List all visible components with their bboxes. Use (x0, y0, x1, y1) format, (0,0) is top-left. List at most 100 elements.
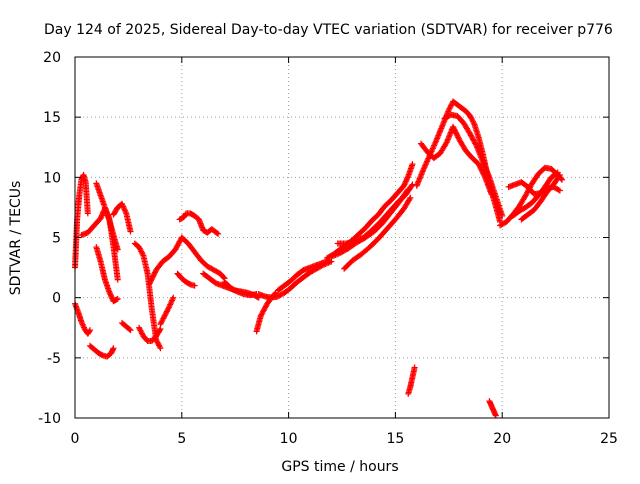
data-point (122, 207, 129, 214)
x-tick-label: 0 (71, 431, 80, 447)
x-tick-label: 15 (386, 431, 404, 447)
data-point (477, 165, 484, 172)
data-point (120, 204, 127, 211)
data-point (114, 295, 121, 302)
x-tick-label: 10 (280, 431, 298, 447)
data-point (476, 162, 483, 169)
data-point (404, 174, 411, 181)
data-point (110, 345, 117, 352)
y-tick-label: 20 (43, 50, 61, 66)
axis-ticks: 0 5 10 15 20 25 -10 -5 0 5 10 15 20 (38, 50, 618, 447)
data-point (476, 163, 483, 170)
data-point (150, 272, 157, 279)
data-point (127, 228, 134, 235)
data-point (214, 230, 221, 237)
x-tick-label: 5 (177, 431, 186, 447)
data-point (555, 186, 562, 193)
data-point (556, 173, 563, 180)
data-point (122, 209, 129, 216)
data-point (475, 161, 482, 168)
data-point (169, 296, 176, 303)
data-point (149, 274, 156, 281)
grid-lines (75, 57, 609, 418)
data-point (126, 326, 133, 333)
x-tick-label: 20 (493, 431, 511, 447)
data-point (452, 129, 459, 136)
data-point (170, 294, 177, 301)
data-point (148, 277, 155, 284)
data-point (455, 134, 462, 141)
data-point (157, 345, 164, 352)
data-point (559, 176, 566, 183)
data-point (215, 230, 222, 237)
data-point (146, 280, 153, 287)
data-point (406, 196, 413, 203)
data-point (119, 202, 126, 209)
data-point (167, 300, 174, 307)
data-point (401, 181, 408, 188)
data-point (120, 203, 127, 210)
data-point (403, 177, 410, 184)
data-point (151, 269, 158, 276)
data-point (107, 291, 114, 298)
data-point (453, 130, 460, 137)
data-point (450, 125, 457, 132)
data-point (454, 133, 461, 140)
data-point (166, 302, 173, 309)
data-point (450, 123, 457, 130)
data-point (121, 206, 128, 213)
data-point (165, 304, 172, 311)
data-point (402, 178, 409, 185)
data-point (108, 294, 115, 301)
data-point (411, 364, 418, 371)
data-point (403, 175, 410, 182)
data-point (191, 282, 198, 289)
data-point (98, 213, 105, 220)
data-point (151, 270, 158, 277)
y-tick-label: -10 (38, 411, 61, 427)
data-point (84, 210, 91, 217)
data-point (409, 161, 416, 168)
data-marks (72, 98, 566, 419)
x-axis-label: GPS time / hours (281, 459, 398, 475)
data-point (220, 274, 227, 281)
data-point (442, 140, 449, 147)
data-point (106, 290, 113, 297)
data-point (472, 141, 479, 148)
data-point (97, 215, 104, 222)
data-point (408, 182, 415, 189)
data-point (118, 200, 125, 207)
data-point (167, 301, 174, 308)
y-tick-label: 10 (43, 170, 61, 186)
data-point (556, 171, 563, 178)
data-point (113, 296, 120, 303)
data-point (156, 327, 163, 334)
data-point (86, 327, 93, 334)
data-point (98, 212, 105, 219)
y-axis-label: SDTVAR / TECUs (8, 181, 24, 296)
data-point (499, 212, 506, 219)
data-point (451, 126, 458, 133)
data-point (114, 276, 121, 283)
data-point (453, 131, 460, 138)
y-tick-label: 15 (43, 110, 61, 126)
data-point (169, 297, 176, 304)
data-point (108, 292, 115, 299)
data-point (168, 298, 175, 305)
y-tick-label: 0 (52, 291, 61, 307)
data-point (400, 182, 407, 189)
data-point (402, 180, 409, 187)
data-point (149, 273, 156, 280)
data-point (127, 327, 134, 334)
data-point (148, 276, 155, 283)
data-point (86, 328, 93, 335)
data-point (451, 127, 458, 134)
y-tick-label: 5 (52, 231, 61, 247)
data-point (556, 187, 563, 194)
data-point (106, 288, 113, 295)
data-point (147, 278, 154, 285)
data-point (407, 194, 414, 201)
y-tick-label: -5 (47, 351, 61, 367)
